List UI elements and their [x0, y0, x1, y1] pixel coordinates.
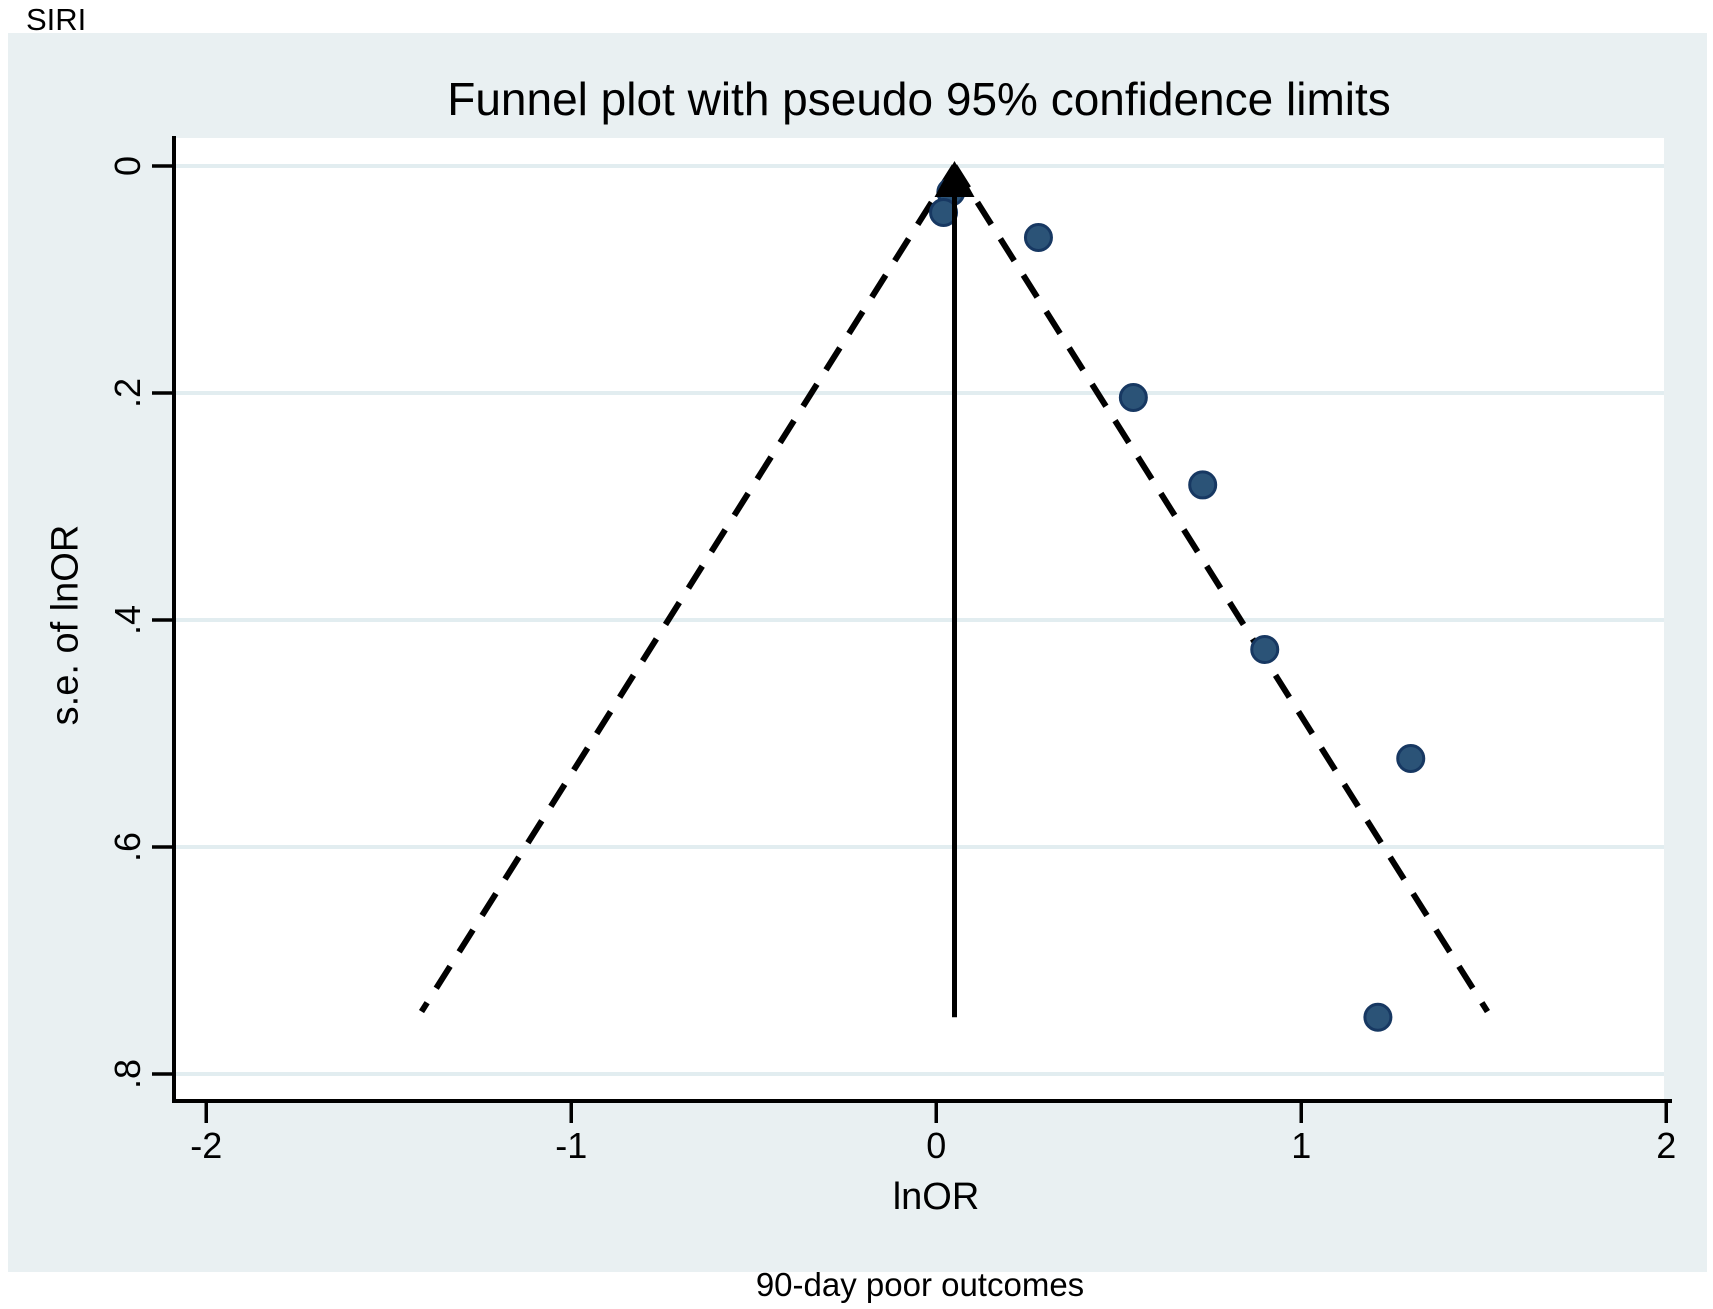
funnel-ci-left-line: [418, 164, 958, 1014]
pooled-effect-arrowhead: [934, 161, 975, 197]
axis-ticks-group: [152, 164, 1668, 1123]
study-point: [1023, 223, 1053, 253]
gridlines-group: [176, 164, 1664, 1076]
chart-title: Funnel plot with pseudo 95% confidence l…: [447, 73, 1391, 125]
y-tick-label: .6: [107, 832, 148, 862]
y-tick-label: .2: [107, 378, 148, 408]
y-tick-label: .8: [107, 1059, 148, 1089]
study-point: [1188, 470, 1218, 500]
funnel-ci-lines-group: [418, 164, 1491, 1014]
study-point: [1363, 1002, 1393, 1032]
x-tick-label: -2: [190, 1125, 222, 1166]
x-tick-label: 1: [1291, 1125, 1311, 1166]
study-point: [1250, 635, 1280, 665]
x-tick-label: -1: [555, 1125, 587, 1166]
y-axis-title: s.e. of lnOR: [44, 524, 87, 726]
study-point: [1118, 383, 1148, 413]
study-point: [1396, 743, 1426, 773]
chart-caption: 90-day poor outcomes: [755, 1266, 1085, 1303]
x-tick-label: 2: [1656, 1125, 1676, 1166]
tick-labels-group: -2 -1 0 1 2 0 .2 .4 .6 .8: [107, 156, 1676, 1166]
x-axis-title: lnOR: [892, 1176, 980, 1218]
y-tick-label: .4: [107, 605, 148, 635]
y-tick-label: 0: [107, 156, 148, 176]
pooled-effect-group: [934, 161, 975, 1018]
x-tick-label: 0: [926, 1125, 946, 1166]
panel-label: SIRI: [26, 2, 87, 37]
funnel-ci-right-line: [951, 164, 1491, 1014]
